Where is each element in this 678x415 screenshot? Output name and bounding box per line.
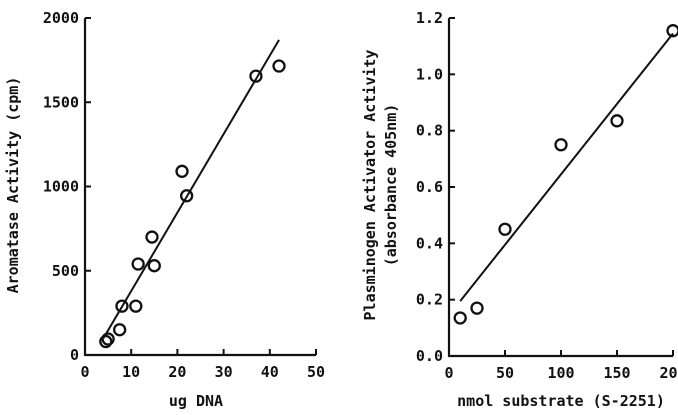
aromatase-y-tick-label: 1500 [43,93,79,111]
plasminogen-x-tick-label: 0 [444,364,453,382]
aromatase-data-point [179,189,194,203]
aromatase-y-axis-label: Aromatase Activity (cpm) [4,77,22,294]
aromatase-x-axis-label: ug DNA [169,392,223,410]
plasminogen-points [453,24,678,325]
aromatase-x-tick-label: 20 [168,363,186,381]
plasminogen-data-point [453,311,467,325]
plasminogen-y-tick-label: 1.0 [416,65,443,83]
aromatase-chart: 0 10 20 30 40 50 0 500 1000 1500 2000 ug DNA Arom… [4,9,325,410]
plasminogen-x-tick-label: 100 [547,364,574,382]
plasminogen-y-tick-label: 0.8 [416,122,443,140]
aromatase-data-point [131,257,145,271]
aromatase-data-point [129,299,143,313]
plasminogen-y-tick-label: 0.0 [416,347,443,365]
plasminogen-chart: 0 50 100 150 200 0.0 0.2 0.4 0.6 0.8 1.0 1.2 nmol … [361,9,678,410]
aromatase-fit-line [102,39,280,339]
aromatase-data-point [113,323,127,337]
plasminogen-x-ticks: 0 50 100 150 200 [444,350,678,382]
plasminogen-y-tick-label: 0.6 [416,178,443,196]
aromatase-data-point [115,299,129,313]
plasminogen-y-tick-label: 1.2 [416,9,443,27]
plasminogen-y-tick-label: 0.4 [416,234,443,252]
aromatase-data-point [249,69,263,83]
aromatase-points [99,59,286,349]
aromatase-y-tick-label: 1000 [43,178,79,196]
plasminogen-y-tick-label: 0.2 [416,291,443,309]
aromatase-x-ticks: 0 10 20 30 40 50 [80,349,325,381]
plasminogen-data-point [666,24,678,38]
aromatase-data-point [147,259,161,273]
plasminogen-y-axis-label-line1: Plasminogen Activator Activity [361,50,379,321]
plasminogen-x-axis-label: nmol substrate (S-2251) [457,392,665,410]
aromatase-x-tick-label: 30 [215,363,233,381]
aromatase-y-tick-label: 2000 [43,9,79,27]
plasminogen-data-point [498,222,512,236]
aromatase-data-point [101,332,115,346]
aromatase-x-tick-label: 0 [80,363,89,381]
plasminogen-fit-line [459,32,674,302]
aromatase-data-point [175,164,189,178]
plasminogen-x-tick-label: 50 [496,364,514,382]
aromatase-y-tick-label: 500 [52,262,79,280]
aromatase-data-point [272,59,286,73]
plasminogen-y-axis-label-line2: (absorbance 405nm) [382,104,400,267]
aromatase-axes [83,18,316,357]
plasminogen-data-point [610,114,624,128]
plasminogen-x-tick-label: 200 [659,364,678,382]
plasminogen-x-tick-label: 150 [603,364,630,382]
plasminogen-y-ticks: 0.0 0.2 0.4 0.6 0.8 1.0 1.2 [416,9,455,365]
aromatase-y-tick-label: 0 [70,346,79,364]
aromatase-data-point [145,230,159,244]
plasminogen-data-point [470,301,484,315]
aromatase-x-tick-label: 50 [307,363,325,381]
plasminogen-data-point [554,138,568,152]
aromatase-x-tick-label: 40 [261,363,279,381]
aromatase-x-tick-label: 10 [122,363,140,381]
aromatase-y-ticks: 0 500 1000 1500 2000 [43,9,91,364]
